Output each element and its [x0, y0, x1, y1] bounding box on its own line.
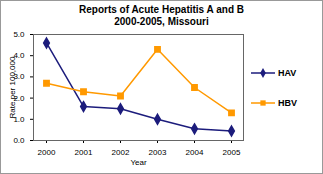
- svg-text:2000: 2000: [38, 148, 56, 157]
- svg-text:Year: Year: [130, 158, 147, 167]
- svg-text:0.0: 0.0: [13, 136, 25, 145]
- svg-text:2004: 2004: [186, 148, 204, 157]
- svg-text:Rate per 100,000: Rate per 100,000: [8, 56, 17, 118]
- html-text:HBV: HBV: [278, 98, 297, 108]
- svg-text:1.0: 1.0: [13, 114, 25, 124]
- svg-text:4.0: 4.0: [13, 51, 25, 61]
- html-text:2000-2005, Missouri: 2000-2005, Missouri: [114, 16, 209, 27]
- svg-text:5.0: 5.0: [13, 30, 25, 39]
- html-text:HAV: HAV: [278, 68, 297, 78]
- svg-text:2.0: 2.0: [13, 93, 25, 103]
- svg-text:3.0: 3.0: [13, 72, 25, 82]
- svg-text:2005: 2005: [223, 148, 241, 157]
- svg-text:2002: 2002: [112, 148, 130, 157]
- svg-text:2003: 2003: [149, 148, 167, 157]
- html-text:Reports of Acute Hepatitis A a: Reports of Acute Hepatitis A and B: [79, 4, 244, 15]
- svg-text:2001: 2001: [75, 148, 93, 157]
